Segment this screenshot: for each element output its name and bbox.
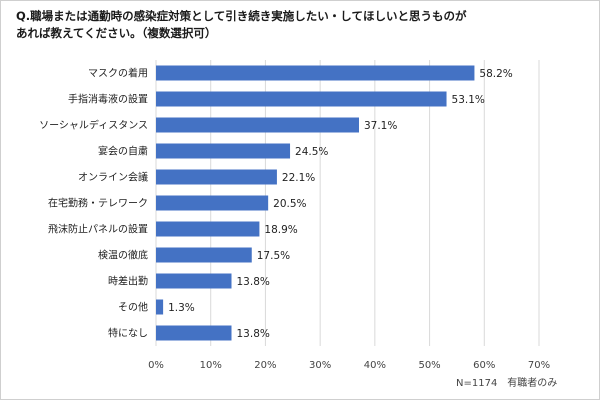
bar [156, 325, 232, 341]
x-tick-label: 50% [418, 360, 440, 371]
data-label: 53.1% [452, 94, 485, 106]
category-label: 宴会の自粛 [98, 145, 148, 158]
bar [156, 143, 291, 159]
data-label: 13.8% [237, 328, 270, 340]
labels: 0% 10% 20% 30% 40% 50% 60% 70% マスクの着用 58.2% 手指消毒液の… [39, 67, 550, 372]
category-label: ソーシャルディスタンス [39, 119, 148, 132]
data-label: 20.5% [273, 198, 306, 210]
data-label: 22.1% [282, 172, 315, 184]
x-tick-label: 70% [528, 360, 550, 371]
category-label: 特になし [108, 328, 148, 340]
bar [156, 247, 252, 263]
chart-title-line-1: Q.職場または通勤時の感染症対策として引き続き実施したい・してほしいと思うものが [16, 9, 467, 23]
bar [156, 273, 232, 289]
sample-note: N=1174 有職者のみ [456, 378, 558, 389]
category-label: オンライン会議 [78, 171, 148, 184]
data-label: 58.2% [479, 68, 512, 80]
data-label: 17.5% [257, 250, 290, 262]
category-label: 飛沫防止パネルの設置 [48, 223, 148, 236]
bar [156, 195, 269, 211]
data-label: 18.9% [264, 224, 297, 236]
bar [156, 91, 447, 107]
data-label: 13.8% [237, 276, 270, 288]
bar [156, 221, 260, 237]
bar [156, 169, 277, 185]
category-label: その他 [118, 301, 148, 314]
x-tick-label: 10% [200, 360, 222, 371]
x-tick-label: 40% [364, 360, 386, 371]
chart-title-line-2: あれば教えてください。（複数選択可） [16, 26, 217, 40]
x-tick-label: 20% [254, 360, 276, 371]
chart-title: Q.職場または通勤時の感染症対策として引き続き実施したい・してほしいと思うものが… [16, 8, 586, 42]
data-label: 1.3% [168, 302, 195, 314]
x-tick-label: 60% [473, 360, 495, 371]
category-label: 在宅勤務・テレワーク [48, 197, 148, 210]
x-tick-label: 0% [148, 360, 164, 371]
bar [156, 299, 164, 315]
bar [156, 117, 359, 133]
x-tick-label: 30% [309, 360, 331, 371]
bar [156, 65, 475, 81]
data-label: 24.5% [295, 146, 328, 158]
bars [156, 65, 475, 341]
data-label: 37.1% [364, 120, 397, 132]
category-label: 時差出勤 [108, 275, 148, 288]
category-label: 手指消毒液の設置 [68, 93, 148, 106]
category-label: 検温の徹底 [98, 249, 148, 262]
category-label: マスクの着用 [88, 67, 148, 80]
